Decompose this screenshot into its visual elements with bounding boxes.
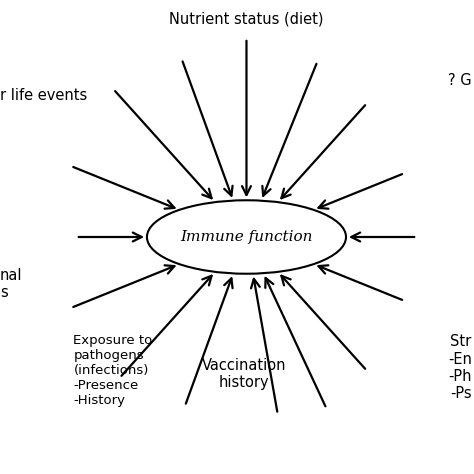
Text: Exposure to
pathogens
(infections)
-Presence
-History: Exposure to pathogens (infections) -Pres… [73,334,153,407]
Text: Str
-En
-Ph
-Ps: Str -En -Ph -Ps [448,334,472,401]
Text: nal
s: nal s [0,268,22,300]
Text: Immune function: Immune function [180,230,313,244]
Text: Vaccination
history: Vaccination history [202,358,286,390]
Text: r life events: r life events [0,88,87,103]
Text: Nutrient status (diet): Nutrient status (diet) [169,12,324,27]
Text: ? G: ? G [448,73,472,89]
